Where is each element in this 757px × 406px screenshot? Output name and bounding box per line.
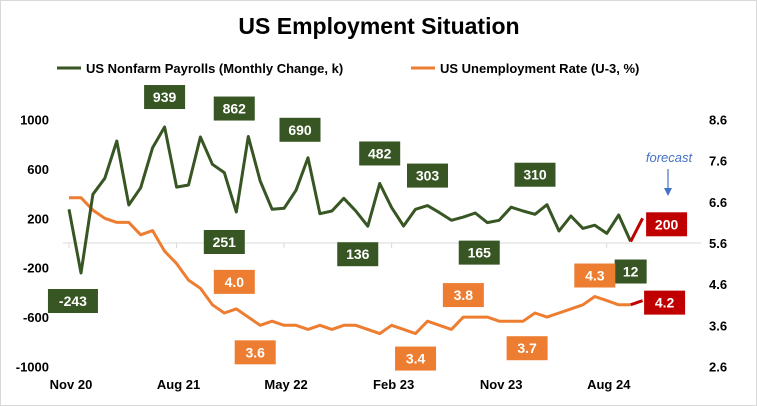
series-lines — [67, 125, 644, 336]
right-axis-tick-label: 8.6 — [709, 113, 727, 128]
unemployment-data-label: 3.8 — [442, 283, 484, 308]
payrolls-data-label-text: 862 — [223, 101, 247, 117]
unemployment-forecast-label: 4.2 — [644, 290, 686, 315]
payrolls-data-label-text: 939 — [153, 89, 177, 105]
right-axis-tick-label: 3.6 — [709, 318, 727, 333]
legend-payrolls-label: US Nonfarm Payrolls (Monthly Change, k) — [86, 61, 343, 76]
payrolls-data-label-box — [458, 240, 500, 265]
payrolls-data-label-text: -243 — [59, 293, 87, 309]
unemployment-data-label-box — [213, 269, 255, 294]
payrolls-line — [67, 125, 632, 275]
x-axis-tick-label: Aug 24 — [587, 377, 631, 392]
unemployment-data-label: 4.3 — [574, 263, 616, 288]
unemployment-forecast-segment — [630, 299, 644, 307]
right-axis-tick-label: 2.6 — [709, 360, 727, 375]
unemployment-data-label: 3.4 — [395, 346, 437, 371]
data-labels: -243 939 251 862 690 136 482 303 165 310 12 4.0 3.6 3… — [47, 85, 688, 371]
payrolls-data-label-box — [144, 85, 186, 110]
left-axis-tick-label: -200 — [23, 261, 49, 276]
payrolls-data-label-text: 303 — [416, 168, 440, 184]
unemployment-data-label: 4.0 — [213, 269, 255, 294]
payrolls-data-label-box — [47, 289, 98, 314]
payrolls-data-label: 12 — [614, 259, 647, 284]
unemployment-data-label-box — [506, 336, 548, 361]
forecast-text: forecast — [646, 150, 694, 165]
unemployment-data-label-box — [395, 346, 437, 371]
payrolls-data-label: 862 — [213, 96, 255, 121]
right-axis-tick-label: 6.6 — [709, 195, 727, 210]
payrolls-data-label-box — [359, 141, 401, 166]
payrolls-data-label-box — [407, 163, 448, 188]
right-axis-tick-label: 7.6 — [709, 154, 727, 169]
payrolls-data-label: 310 — [514, 162, 556, 187]
payrolls-data-label-text: 251 — [213, 234, 237, 250]
legend: US Nonfarm Payrolls (Monthly Change, k) … — [57, 61, 639, 76]
payrolls-forecast-label-text: 200 — [655, 216, 679, 232]
payrolls-data-label: 303 — [407, 163, 448, 188]
payrolls-data-label-box — [203, 230, 245, 255]
unemployment-forecast-label-text: 4.2 — [655, 295, 675, 311]
payrolls-data-label-box — [337, 242, 379, 267]
payrolls-forecast-label: 200 — [646, 212, 688, 237]
payrolls-data-label-text: 12 — [623, 264, 639, 280]
payrolls-data-label: 482 — [359, 141, 401, 166]
payrolls-data-label-text: 136 — [346, 246, 370, 262]
x-axis-tick-label: Feb 23 — [373, 377, 414, 392]
legend-unemployment-label: US Unemployment Rate (U-3, %) — [440, 61, 639, 76]
payrolls-data-label-text: 690 — [288, 122, 312, 138]
unemployment-data-label: 3.7 — [506, 336, 548, 361]
axis-ticks: 1000 600 200 -200 -600 -1000 8.6 7.6 6.6 5.6 4.6 3.… — [16, 113, 727, 393]
unemployment-data-label: 3.6 — [234, 340, 276, 365]
payrolls-data-label: 690 — [279, 117, 321, 142]
payrolls-data-label: 251 — [203, 230, 245, 255]
left-axis-tick-label: 1000 — [20, 113, 49, 128]
unemployment-data-label-text: 3.8 — [454, 287, 474, 303]
unemployment-data-label-box — [442, 283, 484, 308]
payrolls-forecast-label-box — [646, 212, 688, 237]
unemployment-data-label-box — [574, 263, 616, 288]
payrolls-data-label-box — [514, 162, 556, 187]
payrolls-forecast-segment — [629, 217, 644, 243]
payrolls-data-label: 165 — [458, 240, 500, 265]
forecast-arrow-icon — [664, 188, 672, 196]
left-axis-tick-label: -1000 — [16, 360, 49, 375]
unemployment-data-label-text: 3.6 — [245, 344, 265, 360]
payrolls-data-label: 939 — [144, 85, 186, 110]
right-axis-tick-label: 5.6 — [709, 236, 727, 251]
chart-title: US Employment Situation — [238, 13, 519, 39]
payrolls-data-label-text: 482 — [368, 145, 392, 161]
right-axis-tick-label: 4.6 — [709, 277, 727, 292]
x-axis-tick-label: Aug 21 — [157, 377, 200, 392]
left-axis-tick-label: -600 — [23, 310, 49, 325]
unemployment-data-label-text: 3.4 — [406, 351, 426, 367]
left-axis-tick-label: 200 — [27, 211, 49, 226]
unemployment-data-label-text: 3.7 — [517, 340, 537, 356]
payrolls-data-label-box — [279, 117, 321, 142]
payrolls-data-label-box — [213, 96, 255, 121]
payrolls-data-label-box — [614, 259, 647, 284]
unemployment-line — [69, 196, 631, 336]
x-axis-tick-label: Nov 20 — [50, 377, 93, 392]
forecast-annotation: forecast — [646, 150, 694, 196]
unemployment-data-label-box — [234, 340, 276, 365]
unemployment-data-label-text: 4.3 — [585, 268, 605, 284]
left-axis-tick-label: 600 — [27, 162, 49, 177]
unemployment-data-label-text: 4.0 — [225, 274, 245, 290]
x-axis-tick-label: Nov 23 — [480, 377, 523, 392]
payrolls-data-label: 136 — [337, 242, 379, 267]
payrolls-data-label-text: 165 — [468, 245, 492, 261]
payrolls-data-label: -243 — [47, 289, 98, 314]
unemployment-forecast-label-box — [644, 290, 686, 315]
payrolls-data-label-text: 310 — [523, 167, 547, 183]
x-axis-tick-label: May 22 — [264, 377, 307, 392]
